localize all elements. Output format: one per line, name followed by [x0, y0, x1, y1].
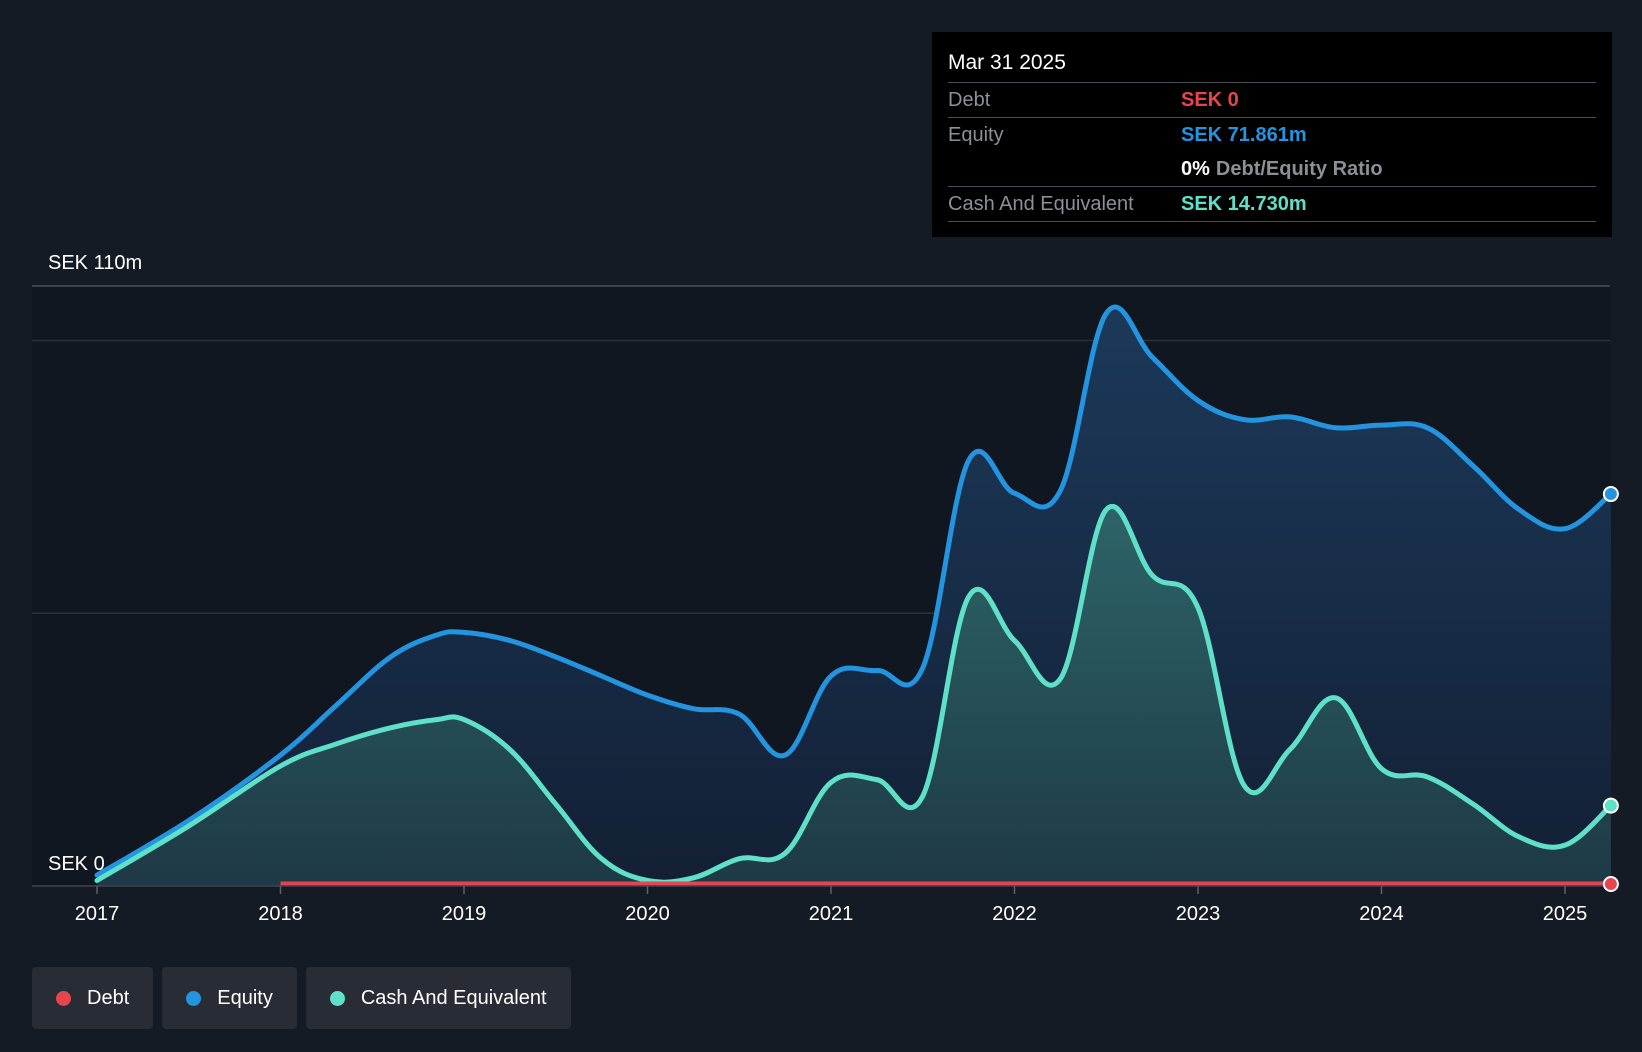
legend: Debt Equity Cash And Equivalent	[32, 967, 571, 1029]
legend-item-equity[interactable]: Equity	[162, 967, 297, 1029]
legend-label-equity: Equity	[217, 986, 273, 1009]
tooltip-debt-label: Debt	[948, 88, 991, 111]
legend-label-cash: Cash And Equivalent	[360, 986, 547, 1009]
tooltip-ratio-percent: 0%	[1181, 157, 1210, 180]
equity-line	[94, 304, 1614, 878]
y-axis-bottom-label: SEK 0	[48, 853, 105, 875]
legend-label-debt: Debt	[87, 986, 130, 1009]
cash-dot-icon	[329, 990, 345, 1006]
debt-dot-icon	[56, 990, 71, 1006]
tooltip-equity-row: Equity SEK 71.861m	[948, 117, 1596, 152]
tooltip-debt-value: SEK 0	[1181, 88, 1239, 111]
tooltip-equity-value: SEK 71.861m	[1181, 123, 1307, 146]
cash-end-marker[interactable]	[1602, 797, 1619, 814]
cash-line	[94, 504, 1614, 885]
debt-end-marker[interactable]	[1602, 876, 1619, 892]
x-tick-label-2019: 2019	[442, 903, 487, 925]
x-tick-label-2020: 2020	[625, 903, 670, 925]
x-tick-label-2025: 2025	[1543, 903, 1588, 925]
x-tick-label-2021: 2021	[809, 903, 854, 925]
tooltip-cash-label: Cash And Equivalent	[948, 192, 1134, 215]
x-tick-label-2023: 2023	[1176, 903, 1221, 925]
x-tick-label-2018: 2018	[258, 903, 303, 925]
tooltip-debt-row: Debt SEK 0	[948, 82, 1596, 117]
cash-area	[97, 506, 1611, 886]
y-axis-top-label: SEK 110m	[48, 252, 142, 274]
tooltip-ratio-row: 0% Debt/Equity Ratio	[948, 152, 1596, 186]
x-ticks: 2017 2018 2019 2020 2021 2022 2023 2024 2025	[75, 886, 1588, 925]
x-tick-label-2024: 2024	[1359, 903, 1404, 925]
tooltip: Mar 31 2025 Debt SEK 0 Equity SEK 71.861…	[932, 32, 1612, 237]
equity-dot-icon	[186, 990, 202, 1006]
tooltip-cash-value: SEK 14.730m	[1181, 192, 1307, 215]
legend-item-cash[interactable]: Cash And Equivalent	[305, 967, 571, 1029]
x-tick-label-2022: 2022	[992, 903, 1037, 925]
x-tick-label-2017: 2017	[75, 903, 120, 925]
legend-item-debt[interactable]: Debt	[32, 967, 154, 1029]
tooltip-cash-row: Cash And Equivalent SEK 14.730m	[948, 186, 1596, 222]
tooltip-ratio-label: Debt/Equity Ratio	[1215, 157, 1383, 180]
tooltip-date: Mar 31 2025	[948, 51, 1066, 74]
tooltip-equity-label: Equity	[948, 123, 1004, 146]
equity-end-marker[interactable]	[1602, 486, 1619, 503]
